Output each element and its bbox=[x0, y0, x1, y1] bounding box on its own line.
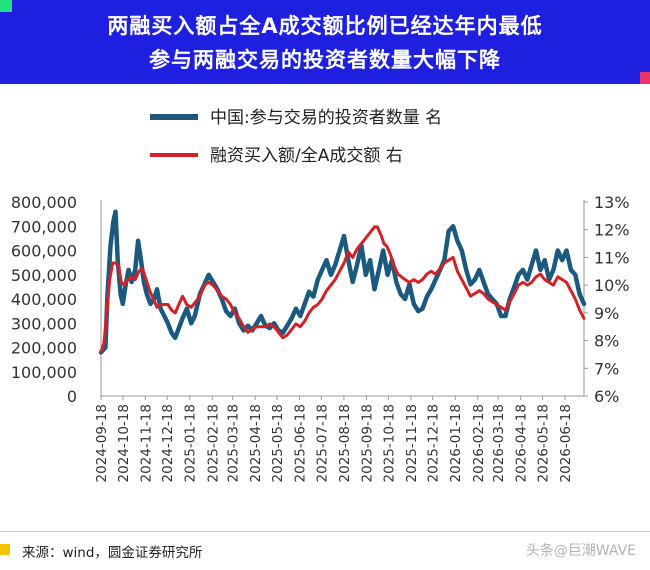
legend-label-ratio: 融资买入额/全A成交额 右 bbox=[210, 146, 403, 166]
series-line-ratio bbox=[99, 225, 586, 354]
footer-divider bbox=[0, 531, 650, 532]
x-tick-label: 2026-06-18 bbox=[558, 404, 574, 482]
y-left-tick-label: 400,000 bbox=[11, 290, 77, 309]
corner-accent-green bbox=[0, 0, 12, 12]
y-left-tick-label: 500,000 bbox=[11, 266, 77, 285]
y-left-tick-label: 0 bbox=[67, 387, 77, 406]
y-right-tick-label: 12% bbox=[594, 221, 630, 240]
y-right-tick-label: 13% bbox=[594, 193, 630, 212]
x-tick-label: 2025-01-18 bbox=[183, 404, 199, 482]
y-left-tick-label: 300,000 bbox=[11, 314, 77, 333]
y-left-tick-label: 200,000 bbox=[11, 339, 77, 358]
x-tick-label: 2025-07-18 bbox=[314, 404, 330, 482]
source-note: 来源：wind，圆金证券研究所 bbox=[22, 545, 203, 561]
x-tick-label: 2025-08-18 bbox=[337, 404, 353, 482]
x-tick-label: 2024-11-18 bbox=[138, 404, 154, 482]
x-tick-label: 2025-09-18 bbox=[360, 404, 376, 482]
y-right-tick-label: 7% bbox=[594, 359, 619, 378]
x-tick-label: 2026-02-18 bbox=[471, 404, 487, 482]
title-line-2: 参与两融交易的投资者数量大幅下降 bbox=[149, 48, 501, 72]
x-tick-label: 2026-03-18 bbox=[491, 404, 507, 482]
x-tick-label: 2025-03-18 bbox=[226, 404, 242, 482]
x-tick-label: 2026-04-18 bbox=[514, 404, 530, 482]
watermark: 头条@巨潮WAVE bbox=[525, 543, 636, 559]
y-left-tick-label: 700,000 bbox=[11, 217, 77, 236]
y-right-tick-label: 6% bbox=[594, 387, 619, 406]
y-right-tick-label: 8% bbox=[594, 332, 619, 351]
x-tick-label: 2026-05-18 bbox=[536, 404, 552, 482]
x-tick-label: 2025-10-18 bbox=[381, 404, 397, 482]
x-tick-label: 2026-01-18 bbox=[448, 404, 464, 482]
y-right-tick-label: 10% bbox=[594, 276, 630, 295]
y-right-tick-label: 11% bbox=[594, 248, 630, 267]
x-tick-label: 2025-06-18 bbox=[293, 404, 309, 482]
dual-axis-line-chart: 800,000 700,000 600,000 500,000 400,000 300,0… bbox=[11, 108, 630, 482]
x-tick-label: 2025-04-18 bbox=[248, 404, 264, 482]
source-marker bbox=[0, 544, 10, 555]
title-banner: 两融买入额占全A成交额比例已经达年内最低 参与两融交易的投资者数量大幅下降 bbox=[0, 0, 650, 84]
y-right-tick-label: 9% bbox=[594, 304, 619, 323]
x-tick-label: 2024-12-18 bbox=[160, 404, 176, 482]
corner-accent-pink bbox=[640, 72, 650, 84]
y-left-tick-label: 600,000 bbox=[11, 242, 77, 261]
x-tick-label: 2024-09-18 bbox=[94, 404, 110, 482]
series-line-investors bbox=[98, 209, 587, 355]
x-tick-label: 2025-05-18 bbox=[270, 404, 286, 482]
title-line-1: 两融买入额占全A成交额比例已经达年内最低 bbox=[107, 14, 543, 38]
legend-label-investors: 中国:参与交易的投资者数量 名 bbox=[210, 108, 442, 128]
x-tick-label: 2025-12-18 bbox=[426, 404, 442, 482]
y-left-tick-label: 800,000 bbox=[11, 193, 77, 212]
y-left-tick-label: 100,000 bbox=[11, 363, 77, 382]
x-tick-label: 2025-11-18 bbox=[404, 404, 420, 482]
x-tick-label: 2024-10-18 bbox=[116, 404, 132, 482]
x-tick-label: 2025-02-18 bbox=[205, 404, 221, 482]
